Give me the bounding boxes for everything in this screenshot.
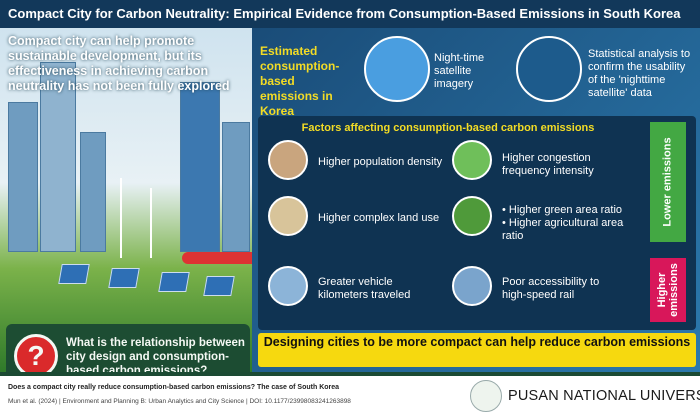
- lower-emissions-label: Lower emissions: [650, 122, 686, 242]
- solar-panel: [158, 272, 190, 292]
- wind-turbine: [120, 178, 122, 258]
- factor-text: Higher congestion frequency intensity: [502, 152, 594, 177]
- estimated-emissions-label: Estimated consumption-based emissions in…: [260, 44, 340, 118]
- higher-emissions-label: Higher emissions: [650, 258, 686, 322]
- clipboard-analysis-icon: [516, 36, 582, 102]
- lower-emissions-text: Lower emissions: [662, 137, 675, 227]
- train: [182, 252, 252, 264]
- conclusion-banner: Designing cities to be more compact can …: [258, 333, 696, 367]
- building: [8, 102, 38, 252]
- satellite-text: Night-time satellite imagery: [434, 52, 485, 90]
- korea-map-icon: [364, 36, 430, 102]
- solar-panel: [203, 276, 235, 296]
- footer: Does a compact city really reduce consum…: [0, 372, 700, 413]
- findings-panel: Estimated consumption-based emissions in…: [252, 28, 700, 372]
- university-seal-icon: [470, 380, 502, 412]
- factor-text: Greater vehicle kilometers traveled: [318, 276, 411, 301]
- building: [80, 132, 106, 252]
- bus-icon: [452, 140, 492, 180]
- higher-emissions-text: Higher emissions: [656, 263, 681, 317]
- land-use-icon: [268, 196, 308, 236]
- citation: Mun et al. (2024) | Environment and Plan…: [8, 398, 351, 405]
- factor-text: Poor accessibility to high-speed rail: [502, 276, 600, 301]
- page-title: Compact City for Carbon Neutrality: Empi…: [0, 0, 700, 28]
- city-illustration: Compact city can help promote sustainabl…: [0, 28, 252, 392]
- factors-title: Factors affecting consumption-based carb…: [301, 122, 595, 134]
- factor-text: • Higher green area ratio • Higher agric…: [502, 204, 624, 242]
- factor-text: Higher complex land use: [318, 212, 440, 224]
- building: [40, 62, 76, 252]
- solar-panel: [108, 268, 140, 288]
- citation-title: Does a compact city really reduce consum…: [8, 384, 340, 391]
- rail-icon: [452, 266, 492, 306]
- factors-box: Factors affecting consumption-based carb…: [258, 116, 696, 330]
- tree-icon: [452, 196, 492, 236]
- intro-text: Compact city can help promote sustainabl…: [8, 34, 230, 93]
- building: [222, 122, 250, 252]
- car-icon: [268, 266, 308, 306]
- solar-panel: [58, 264, 90, 284]
- population-icon: [268, 140, 308, 180]
- building: [180, 82, 220, 252]
- wind-turbine: [150, 188, 152, 258]
- factor-text: Higher population density: [318, 156, 443, 168]
- university-name: PUSAN NATIONAL UNIVERSITY: [508, 388, 700, 404]
- analysis-text: Statistical analysis to confirm the usab…: [588, 48, 691, 99]
